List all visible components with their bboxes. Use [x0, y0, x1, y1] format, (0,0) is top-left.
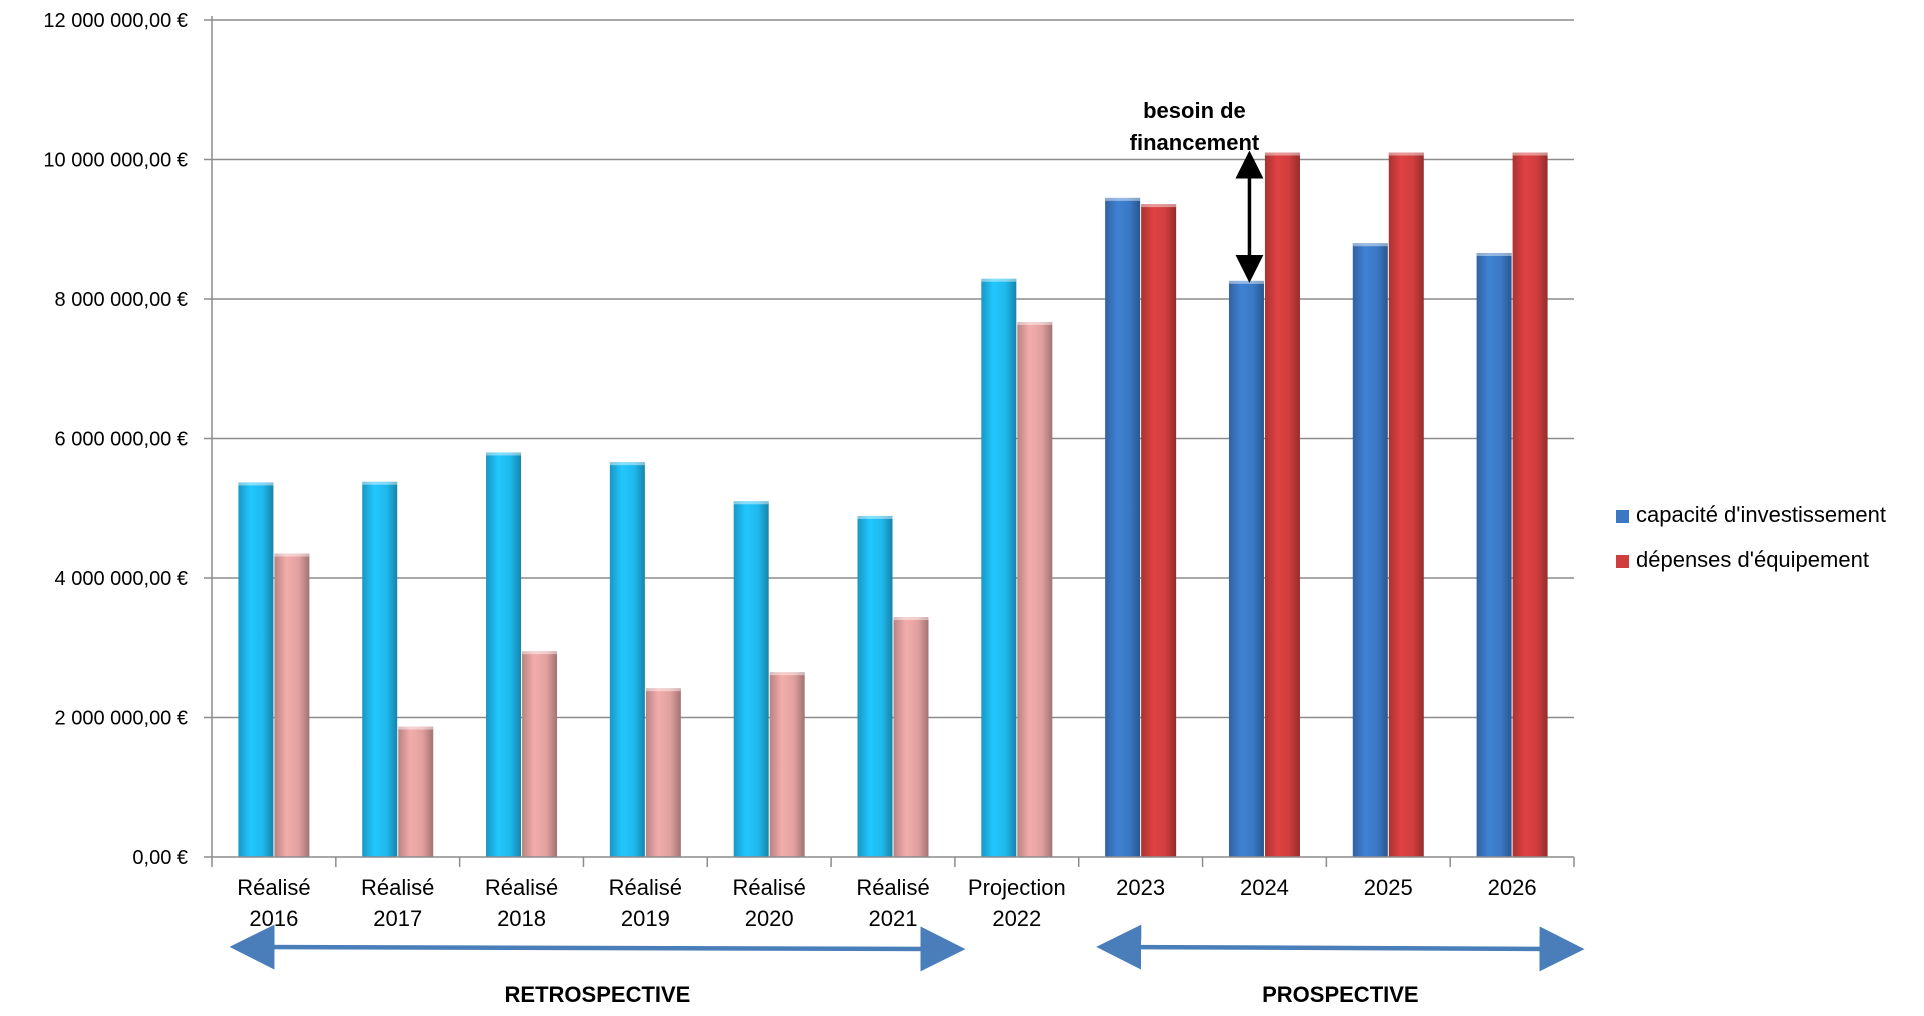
bar-top-highlight: [645, 688, 681, 692]
bar-top-highlight: [857, 515, 893, 519]
x-category-label: 2019: [621, 906, 670, 931]
bars: [238, 152, 1548, 858]
legend: capacité d'investissement dépenses d'équi…: [1616, 502, 1886, 572]
bar-top-highlight: [609, 462, 645, 466]
bar-depenses-3: [645, 688, 681, 857]
bar-top-highlight: [486, 452, 522, 456]
bar-top-highlight: [1388, 152, 1424, 156]
bar-top-highlight: [1141, 204, 1177, 208]
axes: [204, 16, 1575, 867]
x-category-label: 2021: [869, 906, 918, 931]
bar-capacite-1: [362, 481, 398, 857]
bar-capacite-3: [609, 462, 645, 857]
bar-top-highlight: [1352, 243, 1388, 247]
x-category-label: 2024: [1240, 875, 1289, 900]
period-label: PROSPECTIVE: [1262, 982, 1418, 1007]
y-tick-label: 4 000 000,00 €: [55, 568, 188, 590]
x-category-label: Réalisé: [485, 875, 558, 900]
bar-top-highlight: [769, 672, 805, 676]
x-category-label: Projection: [968, 875, 1066, 900]
period-label: RETROSPECTIVE: [505, 982, 691, 1007]
x-category-label: 2026: [1488, 875, 1537, 900]
financing-need-label: besoin de: [1143, 98, 1246, 123]
x-category-label: 2020: [745, 906, 794, 931]
bar-top-highlight: [1476, 252, 1512, 256]
y-tick-label: 6 000 000,00 €: [55, 429, 188, 451]
x-category-label: 2023: [1116, 875, 1165, 900]
bar-capacite-10: [1476, 252, 1512, 858]
gridlines: [212, 19, 1574, 719]
y-tick-label: 2 000 000,00 €: [55, 708, 188, 730]
bar-depenses-2: [522, 651, 558, 857]
bar-depenses-5: [893, 617, 929, 857]
x-category-label: Réalisé: [361, 875, 434, 900]
bar-top-highlight: [1228, 280, 1264, 284]
legend-swatch: [1616, 510, 1629, 523]
bar-capacite-7: [1105, 197, 1141, 858]
bar-top-highlight: [398, 726, 434, 730]
x-category-label: Réalisé: [732, 875, 805, 900]
period-arrow: [229, 924, 966, 972]
bar-capacite-9: [1352, 243, 1388, 857]
x-category-label: 2025: [1364, 875, 1413, 900]
y-tick-label: 8 000 000,00 €: [55, 289, 188, 311]
bar-depenses-9: [1388, 152, 1424, 857]
bar-top-highlight: [1017, 322, 1053, 326]
legend-swatch: [1616, 555, 1629, 568]
bar-capacite-4: [733, 501, 769, 857]
bar-top-highlight: [1264, 152, 1300, 156]
legend-label: dépenses d'équipement: [1636, 547, 1869, 572]
bar-top-highlight: [893, 617, 929, 621]
x-category-label: 2016: [249, 906, 298, 931]
bar-capacite-2: [486, 452, 522, 857]
period-arrow: [1096, 924, 1585, 972]
x-category-label: 2022: [992, 906, 1041, 931]
bar-depenses-6: [1017, 322, 1053, 858]
bar-capacite-5: [857, 515, 893, 857]
bar-depenses-0: [274, 553, 310, 857]
bar-top-highlight: [981, 278, 1017, 282]
bar-depenses-1: [398, 726, 434, 857]
x-category-label: Réalisé: [237, 875, 310, 900]
y-tick-label: 12 000 000,00 €: [43, 10, 188, 32]
annotations: besoin de financement RETROSPECTIVE PROSPEC…: [229, 98, 1585, 1007]
y-tick-label: 0,00 €: [132, 847, 188, 869]
bar-top-highlight: [522, 651, 558, 655]
bar-top-highlight: [733, 501, 769, 505]
bar-top-highlight: [1512, 152, 1548, 156]
x-category-label: Réalisé: [609, 875, 682, 900]
bar-top-highlight: [274, 553, 310, 557]
bar-depenses-8: [1264, 152, 1300, 857]
bar-capacite-0: [238, 482, 274, 857]
bar-top-highlight: [1105, 197, 1141, 201]
x-category-label: Réalisé: [856, 875, 929, 900]
bar-depenses-7: [1141, 204, 1177, 857]
bar-top-highlight: [362, 481, 398, 485]
y-tick-label: 10 000 000,00 €: [43, 150, 188, 172]
x-category-label: 2018: [497, 906, 546, 931]
x-category-label: 2017: [373, 906, 422, 931]
bar-capacite-8: [1228, 280, 1264, 857]
bar-top-highlight: [238, 482, 274, 486]
legend-label: capacité d'investissement: [1636, 502, 1886, 527]
financing-need-label: financement: [1130, 130, 1260, 155]
bar-depenses-4: [769, 672, 805, 857]
bar-depenses-10: [1512, 152, 1548, 857]
bar-capacite-6: [981, 278, 1017, 858]
